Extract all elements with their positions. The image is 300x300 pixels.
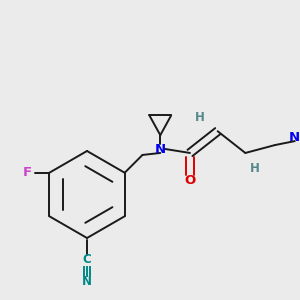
Text: H: H	[250, 162, 260, 175]
Text: F: F	[23, 166, 32, 179]
Text: C: C	[82, 253, 91, 266]
Text: N: N	[155, 142, 166, 155]
Text: N: N	[82, 275, 92, 288]
Text: H: H	[195, 111, 205, 124]
Text: O: O	[184, 174, 196, 187]
Text: N: N	[289, 130, 300, 144]
